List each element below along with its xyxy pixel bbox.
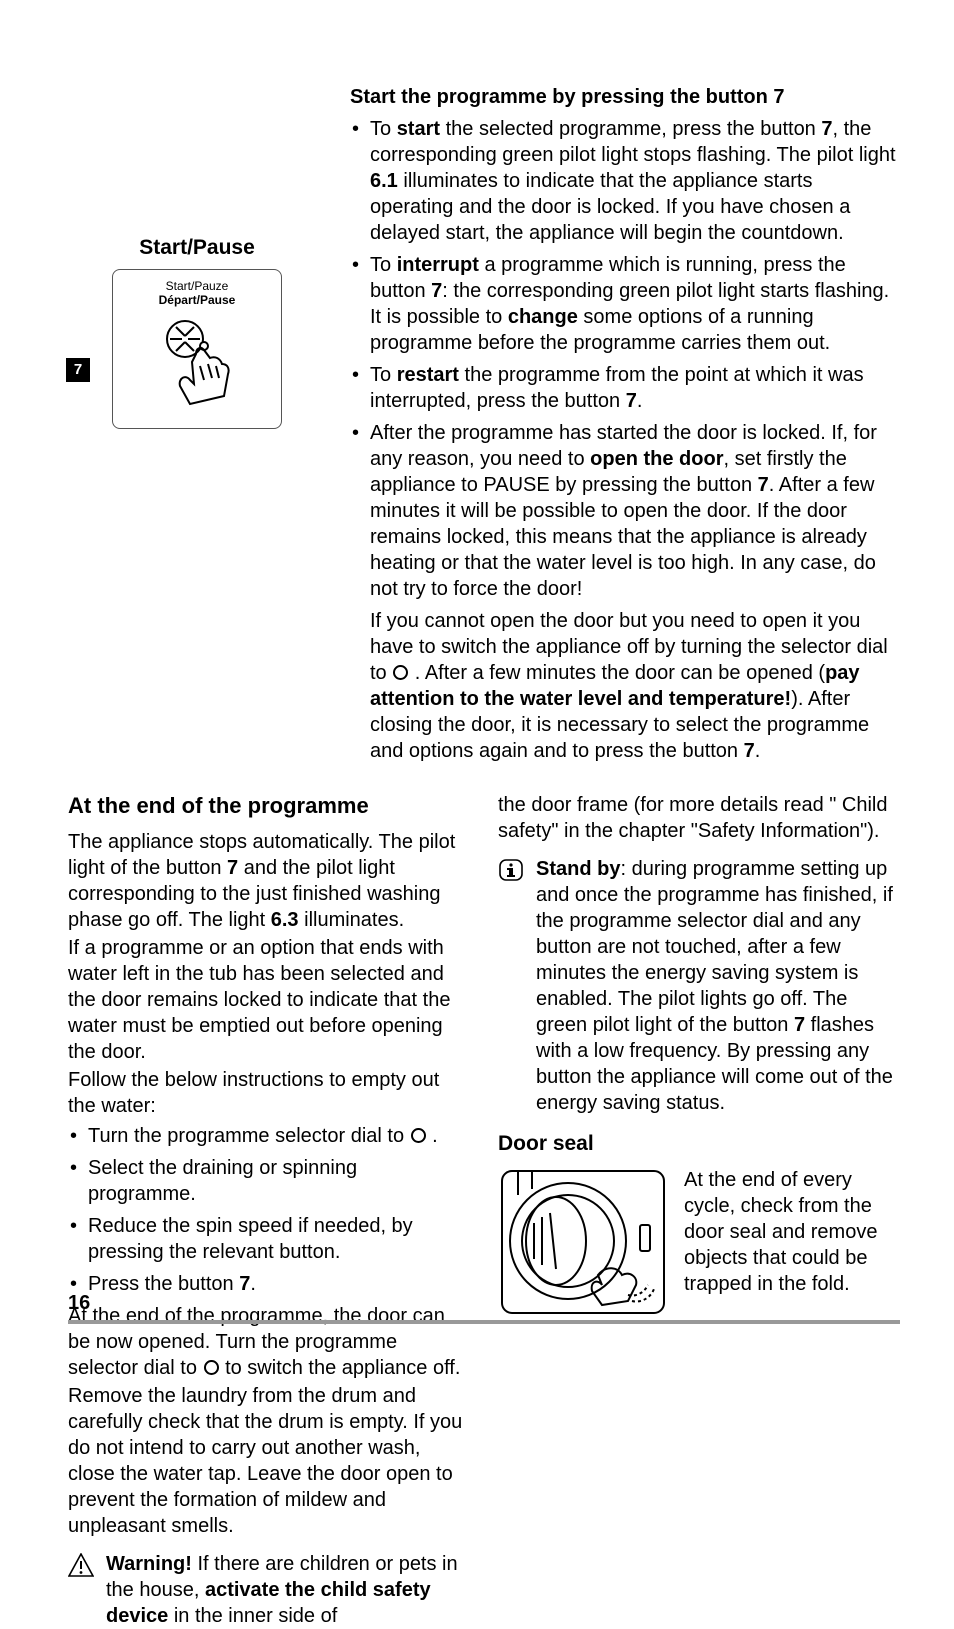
paragraph: the door frame (for more details read " … [498, 792, 900, 844]
list-item: To start the selected programme, press t… [350, 116, 900, 246]
list-item: Select the draining or spinning programm… [68, 1155, 470, 1207]
door-seal-figure [498, 1167, 668, 1324]
button-number-badge: 7 [66, 358, 90, 382]
steps-list: Turn the programme selector dial to . Se… [68, 1123, 470, 1297]
door-seal-text: At the end of every cycle, check from th… [684, 1167, 900, 1297]
list-item: To interrupt a programme which is runnin… [350, 252, 900, 356]
warning-icon [68, 1553, 94, 1577]
list-item: To restart the programme from the point … [350, 362, 900, 414]
section-heading: Start the programme by pressing the butt… [350, 84, 900, 110]
dial-off-icon [393, 665, 408, 680]
paragraph: The appliance stops automatically. The p… [68, 829, 470, 933]
paragraph: Follow the below instructions to empty o… [68, 1067, 470, 1119]
list-item: Reduce the spin speed if needed, by pres… [68, 1213, 470, 1265]
paragraph: If a programme or an option that ends wi… [68, 935, 470, 1065]
finger-press-icon [152, 314, 242, 414]
diagram-label-2: Départ/Pause [159, 294, 236, 308]
info-block: Stand by: during programme setting up an… [498, 856, 900, 1116]
start-pause-figure: 7 Start/Pause Start/Pauze Départ/Pause [68, 84, 326, 764]
list-item: Turn the programme selector dial to . [68, 1123, 470, 1149]
subsection-heading: Door seal [498, 1130, 900, 1157]
dial-off-icon [204, 1360, 219, 1375]
footer-rule [68, 1320, 900, 1324]
figure-title: Start/Pause [68, 234, 326, 261]
section-heading: At the end of the programme [68, 792, 470, 821]
list-item: Press the button 7. [68, 1271, 470, 1297]
button-diagram: Start/Pauze Départ/Pause [112, 269, 282, 429]
list-item: After the programme has started the door… [350, 420, 900, 602]
left-column: At the end of the programme The applianc… [68, 792, 470, 1629]
right-column: the door frame (for more details read " … [498, 792, 900, 1629]
paragraph: At the end of the programme, the door ca… [68, 1303, 470, 1381]
page-number: 16 [68, 1290, 90, 1316]
warning-block: Warning! If there are children or pets i… [68, 1551, 470, 1629]
paragraph: Remove the laundry from the drum and car… [68, 1383, 470, 1539]
diagram-label-1: Start/Pauze [166, 280, 229, 294]
dial-off-icon [411, 1128, 426, 1143]
instruction-list: To start the selected programme, press t… [350, 116, 900, 602]
continuation-paragraph: If you cannot open the door but you need… [350, 608, 900, 764]
info-icon [498, 858, 524, 882]
